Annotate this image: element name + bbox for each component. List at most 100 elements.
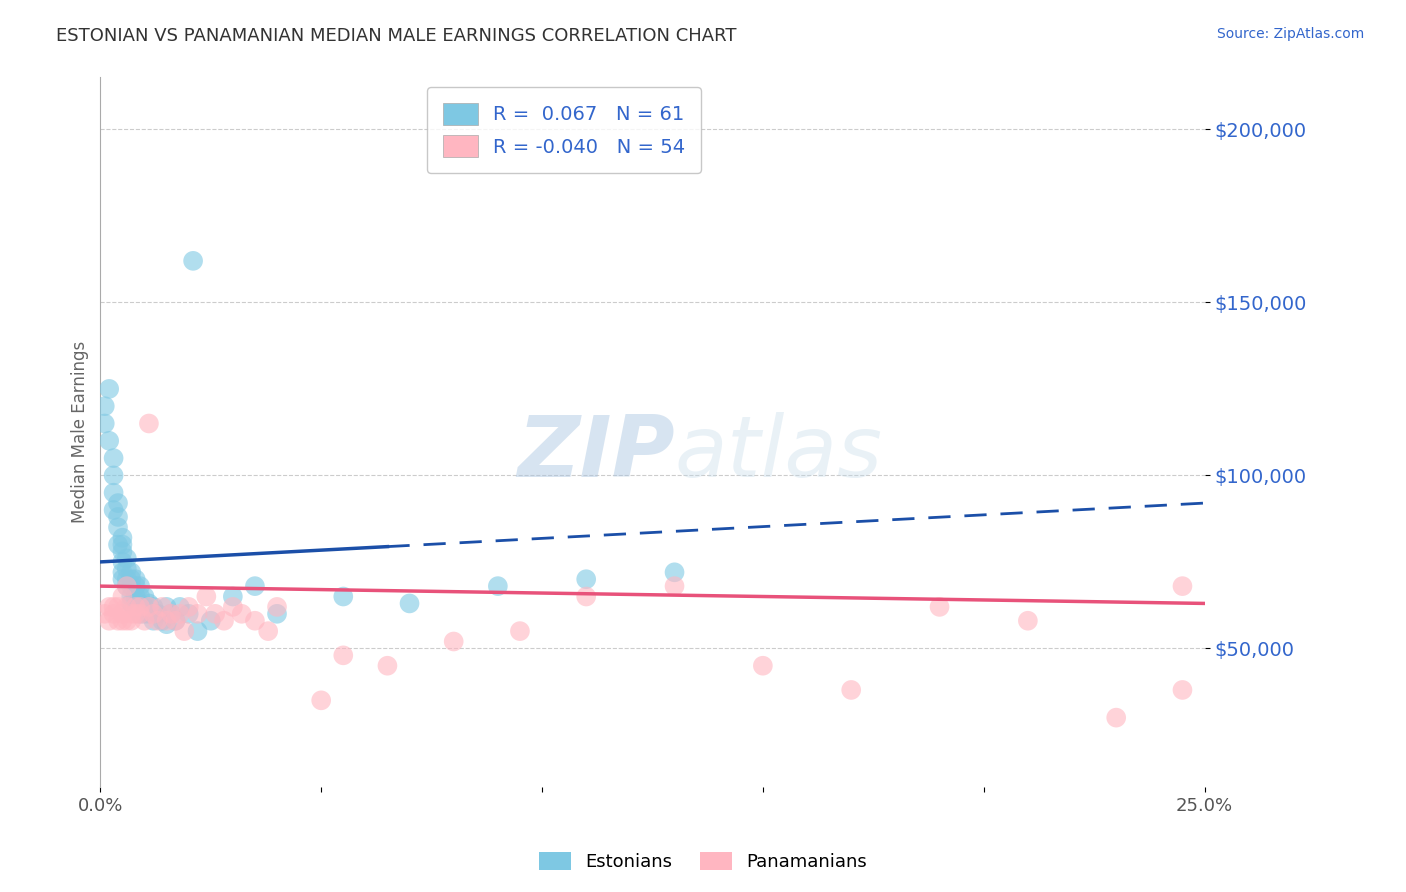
Panamanians bbox=[103, 599, 125, 614]
Estonians bbox=[142, 614, 165, 628]
Panamanians bbox=[222, 599, 245, 614]
Estonians bbox=[103, 485, 125, 500]
Panamanians bbox=[377, 658, 399, 673]
Estonians bbox=[107, 538, 129, 552]
Estonians bbox=[125, 572, 148, 586]
Legend: Estonians, Panamanians: Estonians, Panamanians bbox=[531, 845, 875, 879]
Estonians bbox=[486, 579, 509, 593]
Estonians bbox=[138, 596, 160, 610]
Estonians bbox=[200, 614, 222, 628]
Estonians bbox=[120, 590, 142, 604]
Estonians bbox=[111, 531, 134, 545]
Estonians bbox=[103, 468, 125, 483]
Panamanians bbox=[169, 607, 191, 621]
Estonians bbox=[120, 566, 142, 580]
Panamanians bbox=[212, 614, 235, 628]
Estonians bbox=[134, 607, 156, 621]
Estonians bbox=[181, 253, 204, 268]
Estonians bbox=[160, 607, 183, 621]
Estonians bbox=[115, 579, 138, 593]
Panamanians bbox=[138, 599, 160, 614]
Estonians bbox=[125, 579, 148, 593]
Estonians bbox=[129, 607, 152, 621]
Panamanians bbox=[1017, 614, 1039, 628]
Panamanians bbox=[165, 614, 187, 628]
Estonians bbox=[155, 617, 177, 632]
Panamanians bbox=[839, 682, 862, 697]
Panamanians bbox=[509, 624, 531, 639]
Panamanians bbox=[195, 590, 218, 604]
Estonians bbox=[107, 520, 129, 534]
Panamanians bbox=[111, 590, 134, 604]
Estonians bbox=[165, 614, 187, 628]
Estonians bbox=[111, 544, 134, 558]
Panamanians bbox=[129, 599, 152, 614]
Estonians bbox=[150, 614, 173, 628]
Panamanians bbox=[928, 599, 950, 614]
Estonians bbox=[155, 599, 177, 614]
Estonians bbox=[129, 590, 152, 604]
Estonians bbox=[111, 566, 134, 580]
Estonians bbox=[115, 562, 138, 576]
Estonians bbox=[146, 607, 169, 621]
Estonians bbox=[142, 599, 165, 614]
Estonians bbox=[103, 503, 125, 517]
Panamanians bbox=[107, 599, 129, 614]
Panamanians bbox=[1171, 579, 1194, 593]
Estonians bbox=[120, 596, 142, 610]
Estonians bbox=[664, 566, 686, 580]
Estonians bbox=[243, 579, 266, 593]
Panamanians bbox=[115, 579, 138, 593]
Panamanians bbox=[125, 607, 148, 621]
Panamanians bbox=[231, 607, 253, 621]
Estonians bbox=[129, 596, 152, 610]
Panamanians bbox=[111, 607, 134, 621]
Estonians bbox=[115, 572, 138, 586]
Panamanians bbox=[142, 607, 165, 621]
Panamanians bbox=[309, 693, 332, 707]
Text: Source: ZipAtlas.com: Source: ZipAtlas.com bbox=[1216, 27, 1364, 41]
Estonians bbox=[94, 417, 117, 431]
Legend: R =  0.067   N = 61, R = -0.040   N = 54: R = 0.067 N = 61, R = -0.040 N = 54 bbox=[427, 87, 702, 173]
Panamanians bbox=[443, 634, 465, 648]
Estonians bbox=[98, 434, 121, 448]
Panamanians bbox=[177, 599, 200, 614]
Estonians bbox=[266, 607, 288, 621]
Estonians bbox=[111, 555, 134, 569]
Panamanians bbox=[111, 614, 134, 628]
Panamanians bbox=[134, 614, 156, 628]
Estonians bbox=[332, 590, 354, 604]
Panamanians bbox=[98, 599, 121, 614]
Panamanians bbox=[664, 579, 686, 593]
Estonians bbox=[134, 590, 156, 604]
Panamanians bbox=[107, 614, 129, 628]
Estonians bbox=[107, 496, 129, 510]
Panamanians bbox=[115, 614, 138, 628]
Estonians bbox=[107, 510, 129, 524]
Panamanians bbox=[120, 614, 142, 628]
Panamanians bbox=[150, 599, 173, 614]
Text: ESTONIAN VS PANAMANIAN MEDIAN MALE EARNINGS CORRELATION CHART: ESTONIAN VS PANAMANIAN MEDIAN MALE EARNI… bbox=[56, 27, 737, 45]
Panamanians bbox=[575, 590, 598, 604]
Estonians bbox=[222, 590, 245, 604]
Estonians bbox=[111, 538, 134, 552]
Panamanians bbox=[138, 417, 160, 431]
Panamanians bbox=[129, 607, 152, 621]
Text: ZIP: ZIP bbox=[517, 412, 675, 495]
Estonians bbox=[186, 624, 208, 639]
Panamanians bbox=[115, 599, 138, 614]
Estonians bbox=[120, 572, 142, 586]
Text: atlas: atlas bbox=[675, 412, 883, 495]
Estonians bbox=[98, 382, 121, 396]
Y-axis label: Median Male Earnings: Median Male Earnings bbox=[72, 341, 89, 524]
Panamanians bbox=[120, 607, 142, 621]
Panamanians bbox=[332, 648, 354, 663]
Estonians bbox=[169, 599, 191, 614]
Panamanians bbox=[155, 614, 177, 628]
Panamanians bbox=[186, 607, 208, 621]
Panamanians bbox=[103, 607, 125, 621]
Estonians bbox=[120, 579, 142, 593]
Estonians bbox=[103, 451, 125, 466]
Estonians bbox=[138, 607, 160, 621]
Estonians bbox=[129, 579, 152, 593]
